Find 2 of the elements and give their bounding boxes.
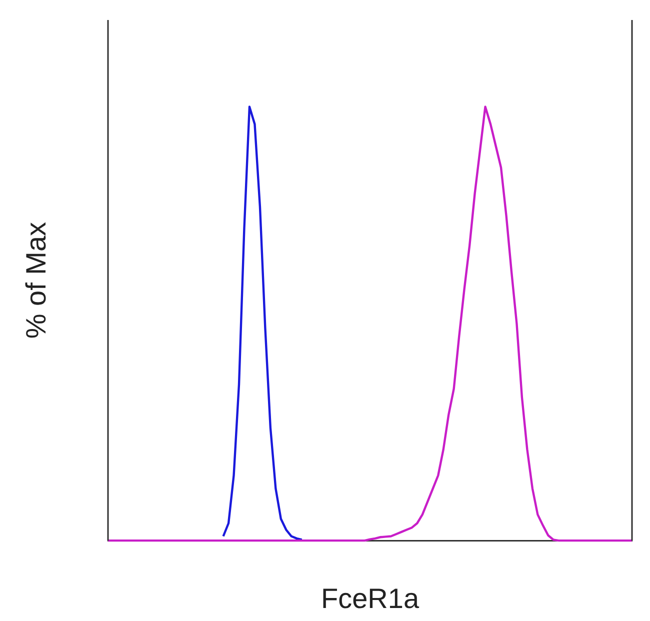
x-axis-title: FceR1a [320,583,420,614]
y-axis-title: % of Max [20,222,52,339]
